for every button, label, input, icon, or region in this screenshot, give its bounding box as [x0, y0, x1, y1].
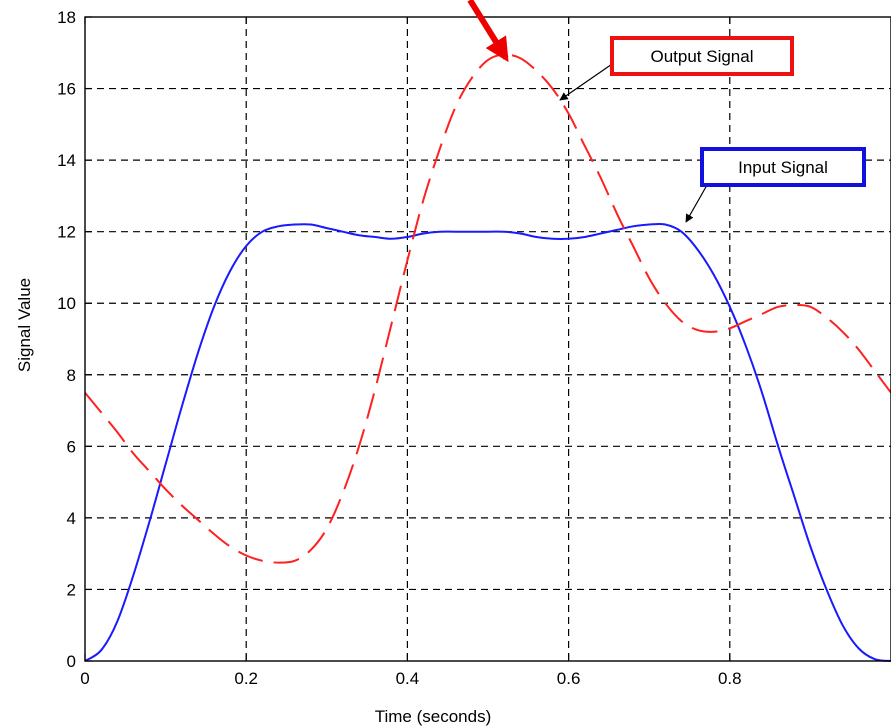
y-tick-label: 0	[67, 652, 76, 671]
y-tick-label: 6	[67, 437, 76, 456]
output-callout-box	[610, 36, 794, 76]
y-tick-label: 2	[67, 580, 76, 599]
y-tick-label: 18	[57, 8, 76, 27]
y-tick-label: 10	[57, 294, 76, 313]
x-tick-label: 0.8	[718, 669, 742, 688]
red-pointer-arrow	[467, 0, 509, 63]
plot-area	[85, 17, 891, 661]
output-callout-label: Output Signal	[650, 47, 753, 66]
x-axis-title: Time (seconds)	[375, 707, 492, 726]
output-callout-arrow	[559, 61, 616, 101]
x-tick-label: 0.2	[234, 669, 258, 688]
y-tick-label: 16	[57, 80, 76, 99]
input-callout-label: Input Signal	[738, 158, 828, 177]
axis-ticks	[84, 16, 731, 662]
y-tick-label: 14	[57, 151, 76, 170]
input-signal-line	[84, 222, 891, 662]
plot-frame	[84, 16, 891, 662]
x-tick-label: 0	[80, 669, 89, 688]
y-tick-label: 12	[57, 223, 76, 242]
x-tick-label: 0.4	[396, 669, 420, 688]
input-callout-box	[700, 147, 866, 187]
x-tick-label: 0.6	[557, 669, 581, 688]
x-tick-labels: 0 0.2 0.4 0.6 0.8	[80, 669, 741, 688]
y-tick-label: 8	[67, 366, 76, 385]
y-tick-labels: 0 2 4 6 8 10 12 14 16 18	[57, 8, 76, 671]
y-tick-label: 4	[67, 509, 76, 528]
y-axis-title: Signal Value	[15, 278, 34, 372]
